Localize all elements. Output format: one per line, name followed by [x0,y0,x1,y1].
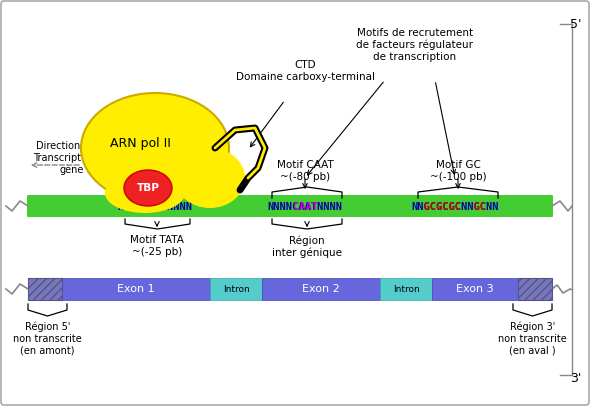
Text: Exon 2: Exon 2 [302,284,340,294]
FancyBboxPatch shape [380,278,432,300]
FancyBboxPatch shape [28,278,62,300]
Text: ARN pol II: ARN pol II [109,136,170,149]
Ellipse shape [175,148,245,208]
Text: 5': 5' [570,18,582,31]
FancyBboxPatch shape [518,278,552,300]
FancyBboxPatch shape [432,278,518,300]
Text: Intron: Intron [393,284,419,293]
Text: Exon 1: Exon 1 [117,284,155,294]
FancyBboxPatch shape [262,278,380,300]
Text: Direction de la
Transcription du
gène: Direction de la Transcription du gène [33,141,111,175]
FancyBboxPatch shape [62,278,210,300]
Text: NNNNTATANNNN: NNNNTATANNNN [118,202,192,212]
Text: Motif CAAT
~(-80 pb): Motif CAAT ~(-80 pb) [277,160,333,182]
Text: TATA: TATA [118,202,192,212]
Text: 3': 3' [570,372,582,385]
Text: NNGCGCGCNNGCNN: NNGCGCGCNNGCNN [411,202,499,212]
FancyBboxPatch shape [27,195,553,217]
Text: CTD
Domaine carboxy-terminal: CTD Domaine carboxy-terminal [235,60,374,82]
Text: Intron: Intron [223,284,249,293]
Text: Motif GC
~(-100 pb): Motif GC ~(-100 pb) [429,160,486,182]
Text: NNNNCAATNNNN: NNNNCAATNNNN [267,202,343,212]
Ellipse shape [105,173,185,213]
Ellipse shape [81,93,229,203]
FancyBboxPatch shape [210,278,262,300]
Text: Exon 3: Exon 3 [456,284,494,294]
Text: CAAT: CAAT [267,202,343,212]
Text: Région 5'
non transcrite
(en amont): Région 5' non transcrite (en amont) [13,322,82,356]
Text: Région
inter génique: Région inter génique [272,235,342,258]
Text: Motifs de recrutement
de facteurs régulateur
de transcription: Motifs de recrutement de facteurs régula… [356,28,473,62]
Text: Région 3'
non transcrite
(en aval ): Région 3' non transcrite (en aval ) [498,322,567,356]
Text: GCGCGC  GC: GCGCGC GC [411,202,499,212]
Ellipse shape [124,170,172,206]
Text: Motif TATA
~(-25 pb): Motif TATA ~(-25 pb) [130,235,184,256]
Text: TBP: TBP [137,183,159,193]
